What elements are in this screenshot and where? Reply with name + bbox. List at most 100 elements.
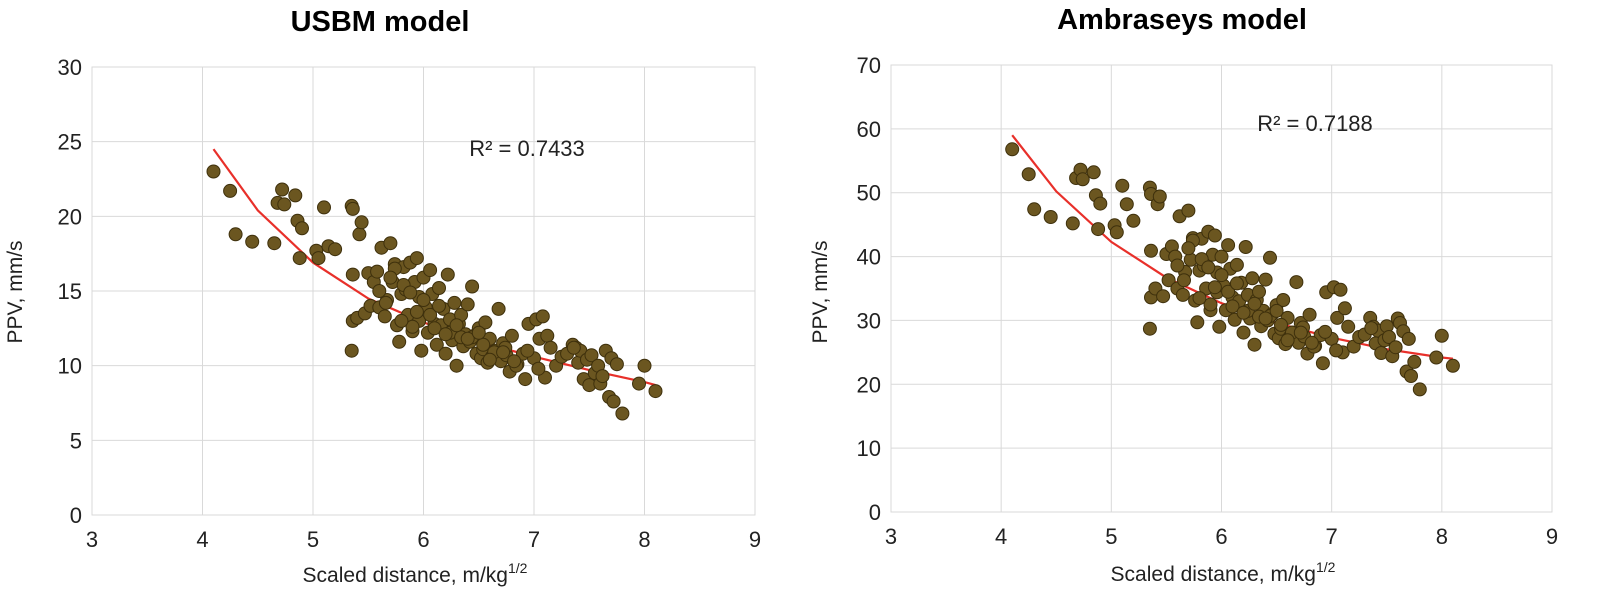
data-point: [1229, 257, 1244, 272]
data-point: [354, 215, 369, 230]
data-point: [1407, 354, 1422, 369]
x-axis-label: Scaled distance, m/kg1/2: [1111, 559, 1336, 586]
data-point: [496, 345, 511, 360]
data-point: [438, 327, 453, 342]
data-point: [383, 236, 398, 251]
data-point: [1192, 291, 1207, 306]
data-point: [292, 251, 307, 266]
data-point: [1212, 319, 1227, 334]
y-tick-label: 40: [857, 245, 881, 270]
x-tick-label: 9: [1546, 524, 1558, 549]
data-point: [460, 297, 475, 312]
data-point: [1181, 203, 1196, 218]
y-tick-label: 5: [70, 428, 82, 453]
x-tick-label: 7: [528, 527, 540, 552]
chart-title: USBM model: [291, 6, 470, 38]
y-tick-label: 30: [857, 308, 881, 333]
data-point: [478, 315, 493, 330]
data-point: [1258, 311, 1273, 326]
data-point: [394, 313, 409, 328]
data-point: [504, 328, 519, 343]
data-point: [1207, 228, 1222, 243]
data-point: [1274, 317, 1288, 332]
data-point: [1021, 167, 1036, 182]
x-tick-label: 6: [1215, 524, 1227, 549]
data-point: [1289, 275, 1304, 290]
data-point: [1221, 284, 1236, 299]
data-point: [409, 251, 424, 266]
data-point: [1276, 293, 1291, 307]
data-point: [440, 267, 455, 282]
x-tick-label: 4: [196, 527, 208, 552]
x-tick-label: 6: [417, 527, 429, 552]
x-tick-label: 4: [995, 524, 1007, 549]
y-tick-label: 20: [58, 204, 82, 229]
data-point: [1221, 238, 1236, 253]
data-point: [1412, 382, 1427, 397]
data-point: [1247, 296, 1262, 311]
usbm-chart: USBM model 3 4 5 6 7 8 9 0 5 10 15 20 25 30 R² = 0.74…: [4, 6, 761, 587]
data-point: [491, 301, 506, 316]
data-point: [1119, 197, 1134, 212]
data-point: [1142, 321, 1157, 336]
data-point: [414, 343, 429, 358]
data-point: [1043, 210, 1058, 224]
y-tick-label: 0: [70, 503, 82, 528]
data-point: [476, 337, 491, 352]
data-point: [482, 352, 497, 367]
x-tick-label: 8: [1436, 524, 1448, 549]
data-point: [1175, 287, 1190, 302]
data-point: [520, 343, 535, 358]
y-axis-label: PPV, mm/s: [4, 240, 27, 343]
data-point: [507, 354, 522, 369]
data-point: [1027, 202, 1042, 217]
data-point: [595, 369, 610, 384]
data-point: [1245, 271, 1260, 286]
data-point: [1247, 337, 1262, 352]
data-point: [543, 340, 558, 355]
data-point: [403, 285, 418, 300]
data-point: [344, 343, 359, 358]
data-point: [370, 264, 385, 279]
x-tick-label: 3: [86, 527, 98, 552]
data-point: [518, 372, 533, 387]
data-point: [1445, 358, 1460, 373]
data-point: [378, 295, 393, 310]
data-point: [1091, 222, 1106, 237]
data-point: [423, 307, 438, 322]
data-point: [1207, 280, 1222, 295]
data-point: [432, 281, 446, 295]
data-point: [228, 227, 243, 242]
data-point: [311, 251, 326, 266]
data-point: [460, 331, 475, 346]
data-point: [438, 346, 453, 361]
data-point: [1201, 260, 1216, 275]
data-point: [1337, 301, 1352, 316]
data-point: [1236, 305, 1251, 320]
data-point: [1093, 196, 1108, 211]
y-tick-label: 30: [58, 55, 82, 80]
data-point: [1109, 225, 1124, 240]
usbm-chart-panel: USBM model 3 4 5 6 7 8 9 0 5 10 15 20 25 30 R² = 0.74…: [4, 6, 761, 587]
data-point: [447, 295, 462, 310]
chart-title: Ambraseys model: [1057, 4, 1307, 36]
data-point: [540, 328, 555, 343]
data-point: [1177, 273, 1191, 288]
data-point: [1005, 142, 1020, 157]
data-point: [223, 183, 238, 198]
data-point: [1302, 307, 1317, 322]
r-squared-label: R² = 0.7433: [469, 136, 585, 161]
data-point: [531, 361, 546, 376]
data-point: [637, 358, 652, 373]
data-point: [352, 227, 367, 242]
data-point: [1269, 303, 1284, 318]
data-point: [345, 201, 360, 216]
data-point: [1086, 165, 1101, 180]
data-point: [409, 304, 424, 319]
y-tick-label: 70: [857, 53, 881, 78]
y-tick-label: 15: [58, 279, 82, 304]
data-point: [615, 406, 630, 421]
data-point: [277, 197, 292, 212]
x-axis-label: Scaled distance, m/kg1/2: [303, 560, 528, 587]
data-point: [584, 348, 599, 363]
